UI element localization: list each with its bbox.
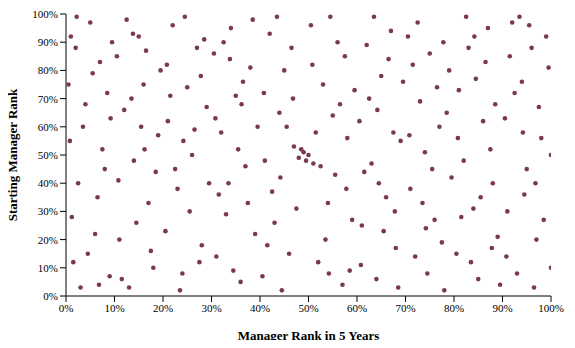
svg-text:10%: 10%	[38, 262, 58, 274]
svg-text:80%: 80%	[38, 64, 58, 76]
svg-text:Starting Manager Rank: Starting Manager Rank	[8, 88, 20, 221]
svg-text:10%: 10%	[104, 302, 124, 314]
svg-text:100%: 100%	[538, 302, 564, 314]
svg-text:70%: 70%	[395, 302, 415, 314]
svg-text:Manager Rank in 5 Years: Manager Rank in 5 Years	[238, 328, 380, 340]
svg-text:0%: 0%	[59, 302, 74, 314]
svg-text:30%: 30%	[201, 302, 221, 314]
svg-text:100%: 100%	[32, 8, 58, 20]
svg-text:30%: 30%	[38, 205, 58, 217]
svg-text:20%: 20%	[153, 302, 173, 314]
svg-text:80%: 80%	[444, 302, 464, 314]
svg-text:60%: 60%	[347, 302, 367, 314]
svg-text:50%: 50%	[298, 302, 318, 314]
svg-text:40%: 40%	[38, 177, 58, 189]
svg-text:20%: 20%	[38, 234, 58, 246]
svg-text:60%: 60%	[38, 121, 58, 133]
svg-text:70%: 70%	[38, 93, 58, 105]
svg-text:50%: 50%	[38, 149, 58, 161]
svg-text:40%: 40%	[250, 302, 270, 314]
svg-text:0%: 0%	[43, 290, 58, 302]
svg-text:90%: 90%	[38, 36, 58, 48]
svg-text:90%: 90%	[492, 302, 512, 314]
